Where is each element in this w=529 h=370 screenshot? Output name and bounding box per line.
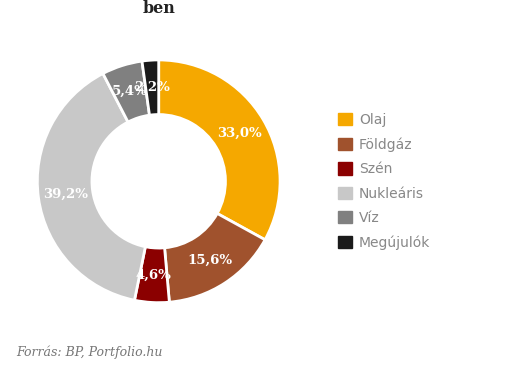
- Text: 2,2%: 2,2%: [134, 81, 170, 94]
- Text: 5,4%: 5,4%: [112, 85, 148, 98]
- Wedge shape: [38, 74, 145, 300]
- Text: Forrás: BP, Portfolio.hu: Forrás: BP, Portfolio.hu: [16, 346, 162, 359]
- Wedge shape: [142, 60, 159, 115]
- Wedge shape: [159, 60, 280, 240]
- Text: 4,6%: 4,6%: [135, 269, 171, 282]
- Title: Franciaország elsődleges energia-felhasználásának megoszlása 2012-
ben: Franciaország elsődleges energia-felhasz…: [0, 0, 471, 17]
- Text: 39,2%: 39,2%: [43, 188, 88, 201]
- Text: 15,6%: 15,6%: [187, 253, 233, 266]
- Wedge shape: [103, 61, 150, 122]
- Wedge shape: [165, 213, 265, 302]
- Legend: Olaj, Földgáz, Szén, Nukleáris, Víz, Megújulók: Olaj, Földgáz, Szén, Nukleáris, Víz, Meg…: [333, 107, 436, 255]
- Text: 33,0%: 33,0%: [217, 127, 262, 140]
- Wedge shape: [134, 247, 169, 303]
